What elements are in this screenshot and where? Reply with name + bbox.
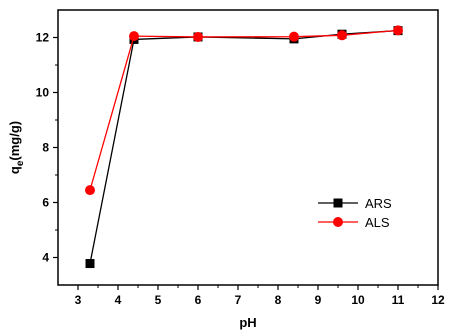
series-ars [85,26,403,269]
y-tick-label: 6 [42,196,49,210]
legend-marker [333,198,343,208]
legend-item-ars: ARS [318,196,392,211]
data-point [289,31,299,42]
plot-frame [57,9,439,286]
x-tick-label: 4 [115,293,122,307]
x-axis-title: pH [239,315,256,330]
data-point [129,31,139,42]
series-layer [85,25,403,269]
series-als [85,25,403,196]
legend-item-als: ALS [318,215,390,230]
y-axis-title-unit: (mg/g) [7,121,22,161]
y-axis-title: qe(mg/g) [7,121,26,174]
y-axis-title-main: q [7,166,22,174]
x-tick-label: 12 [431,293,445,307]
y-tick-label: 12 [36,31,50,45]
legend-label: ALS [365,215,390,230]
data-point [393,25,403,36]
data-point [193,31,203,42]
y-tick-label: 4 [42,251,49,265]
axes [57,9,439,286]
series-line [89,29,399,264]
y-tick-label: 8 [42,141,49,155]
legend-marker [333,217,343,227]
x-tick-label: 3 [75,293,82,307]
axis-ticks: 3 4 5 6 7 8 9 10 11 12 4 6 8 10 12 [36,31,445,308]
y-tick-label: 10 [36,86,50,100]
series-line [89,29,399,191]
x-tick-label: 9 [315,293,322,307]
legend-label: ARS [365,196,392,211]
legend: ARS ALS [318,196,392,230]
x-tick-label: 8 [275,293,282,307]
y-axis-title-subscript: e [15,160,26,166]
data-point [337,30,347,41]
x-tick-label: 6 [195,293,202,307]
x-tick-label: 10 [351,293,365,307]
x-tick-label: 7 [235,293,242,307]
x-tick-label: 11 [392,293,405,307]
x-tick-label: 5 [155,293,162,307]
data-point [85,185,95,196]
data-point [85,259,95,269]
